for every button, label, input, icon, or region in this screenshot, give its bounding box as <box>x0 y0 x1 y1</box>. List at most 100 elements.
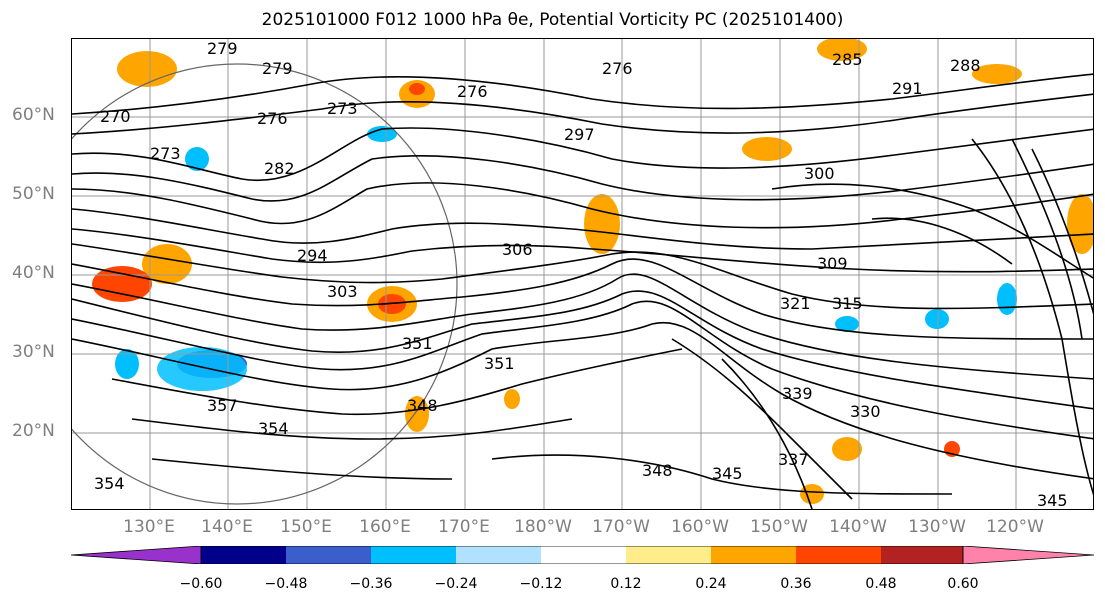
pv-blob <box>1067 194 1093 254</box>
contour-label: 354 <box>258 419 289 438</box>
lon-label-160e: 160°E <box>359 517 411 537</box>
pv-blob <box>92 266 152 302</box>
contour-label: 282 <box>264 159 295 178</box>
pv-blob <box>817 39 867 61</box>
contour-label: 276 <box>602 59 633 78</box>
pv-blob <box>367 126 397 142</box>
graticule <box>72 39 1093 509</box>
colorbar-bin <box>711 546 796 564</box>
lon-label-130e: 130°E <box>123 517 175 537</box>
contour-label: 297 <box>564 125 595 144</box>
colorbar-bin <box>456 546 541 564</box>
contour-label: 294 <box>297 246 328 265</box>
contour-label: 276 <box>257 109 288 128</box>
contour-label: 270 <box>100 107 131 126</box>
colorbar-tick: 0.12 <box>610 576 642 592</box>
contour-label: 351 <box>484 354 515 373</box>
lat-label-50n: 50°N <box>12 184 55 204</box>
contour-label: 279 <box>207 39 238 58</box>
contour-label: 276 <box>457 82 488 101</box>
colorbar-tick: 0.60 <box>947 576 979 592</box>
contour-label: 348 <box>642 461 673 480</box>
colorbar-tick: −0.12 <box>519 576 563 592</box>
contour-label: 288 <box>950 56 981 75</box>
pv-blob <box>142 244 192 284</box>
lon-label-170e: 170°E <box>438 517 490 537</box>
colorbar-bin <box>626 546 711 564</box>
contour-label: 330 <box>850 402 881 421</box>
colorbar-tick: −0.60 <box>179 576 223 592</box>
range-ring <box>72 63 458 505</box>
lon-label-120w: 120°W <box>986 517 1044 537</box>
contour-labels: 279 279 276 270 276 273 273 282 276 297 … <box>94 39 1068 510</box>
contour-label: 357 <box>207 396 238 415</box>
lat-label-20n: 20°N <box>12 421 55 441</box>
lon-label-140w: 140°W <box>829 517 887 537</box>
colorbar-bin <box>796 546 881 564</box>
colorbar-tick: 0.24 <box>695 576 727 592</box>
colorbar-bin <box>201 546 286 564</box>
map-title: 2025101000 F012 1000 hPa θe, Potential V… <box>261 10 844 30</box>
pv-shading <box>92 39 1093 504</box>
colorbar-bin <box>881 546 963 564</box>
contour-label: 315 <box>832 294 863 313</box>
contour-map: 279 279 276 270 276 273 273 282 276 297 … <box>72 39 1093 510</box>
colorbar-extend-low <box>71 546 202 564</box>
pv-blob <box>800 484 824 504</box>
lon-label-180w: 180°W <box>514 517 572 537</box>
lat-label-40n: 40°N <box>12 263 55 283</box>
contour-label: 309 <box>817 254 848 273</box>
lon-label-150w: 150°W <box>750 517 808 537</box>
colorbar-bin <box>286 546 371 564</box>
pv-blob <box>115 349 139 379</box>
lat-label-60n: 60°N <box>12 105 55 125</box>
pv-blob <box>584 194 620 254</box>
pv-blob <box>997 283 1017 315</box>
colorbar-tick: 0.36 <box>780 576 812 592</box>
lon-label-150e: 150°E <box>280 517 332 537</box>
pv-blob <box>504 389 520 409</box>
lat-label-30n: 30°N <box>12 342 55 362</box>
colorbar-bin <box>541 546 626 564</box>
contour-label: 273 <box>327 99 358 118</box>
contour-label: 345 <box>712 464 743 483</box>
contour-label: 339 <box>782 384 813 403</box>
colorbar <box>71 546 1094 564</box>
contour-label: 306 <box>502 240 533 259</box>
colorbar-outline <box>200 546 964 564</box>
contour-label: 321 <box>780 294 811 313</box>
contour-label: 354 <box>94 474 125 493</box>
contour-label: 300 <box>804 164 835 183</box>
colorbar-extend-high <box>962 546 1094 564</box>
contour-label: 348 <box>407 396 438 415</box>
colorbar-tick: −0.48 <box>264 576 308 592</box>
lon-label-140e: 140°E <box>201 517 253 537</box>
pv-blob <box>742 137 792 161</box>
contour-label: 351 <box>402 334 433 353</box>
pv-blob <box>972 64 1022 84</box>
lon-label-130w: 130°W <box>908 517 966 537</box>
contour-label: 337 <box>778 450 809 469</box>
pv-blob <box>405 396 429 432</box>
pv-blob <box>157 347 247 391</box>
pv-blob <box>409 83 425 95</box>
map-panel: 279 279 276 270 276 273 273 282 276 297 … <box>71 38 1094 510</box>
pv-blob <box>925 309 949 329</box>
contour-label: 285 <box>832 50 863 69</box>
colorbar-tick: −0.36 <box>349 576 393 592</box>
pv-blob <box>832 437 862 461</box>
contour-label: 303 <box>327 282 358 301</box>
colorbar-tick: −0.24 <box>434 576 478 592</box>
lon-label-160w: 160°W <box>671 517 729 537</box>
contour-label: 273 <box>150 144 181 163</box>
pv-blob <box>835 316 859 332</box>
theta-e-contours <box>72 73 1093 509</box>
pv-blob <box>185 147 209 171</box>
contour-label: 345 <box>1037 491 1068 510</box>
colorbar-bin <box>371 546 456 564</box>
pv-blob <box>117 51 177 87</box>
colorbar-tick: 0.48 <box>865 576 897 592</box>
contour-label: 291 <box>892 79 923 98</box>
lon-label-170w: 170°W <box>592 517 650 537</box>
contour-label: 279 <box>262 59 293 78</box>
